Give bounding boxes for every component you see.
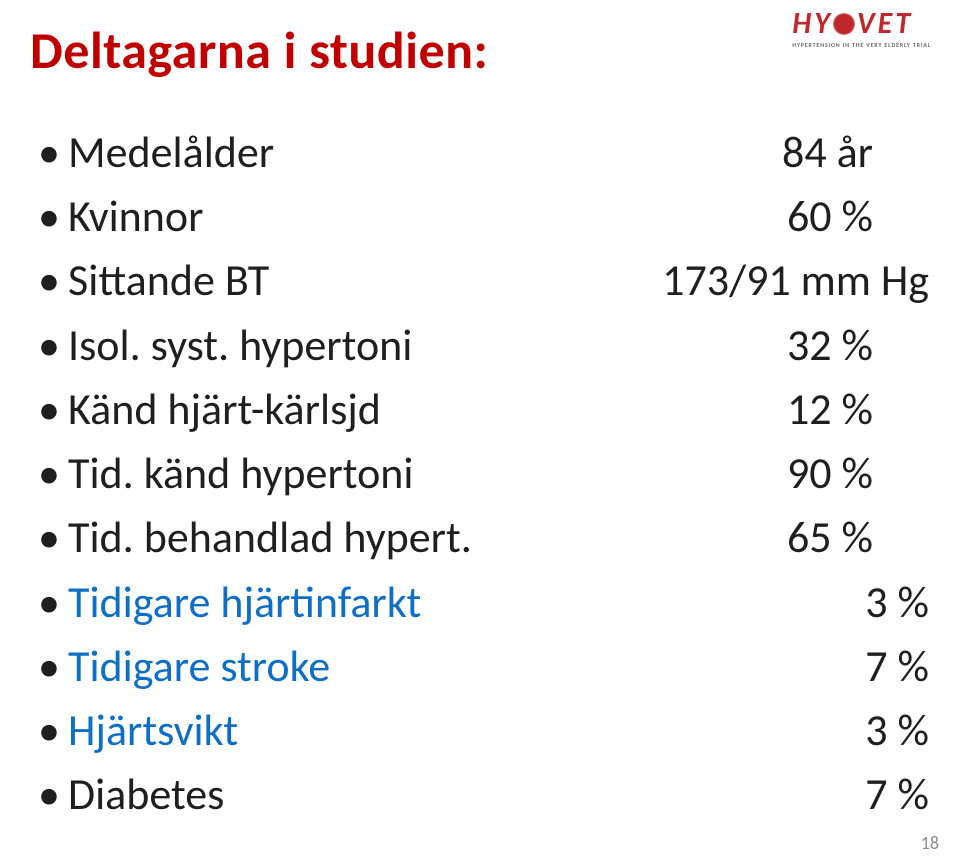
- logo-letter-v: V: [857, 10, 876, 39]
- item-label: Sittande BT: [68, 248, 269, 312]
- item-value: 3 %: [865, 570, 929, 634]
- item-value: 7 %: [865, 634, 929, 698]
- participants-list: Medelålder 84 år Kvinnor 60 % Sittande BT 173…: [30, 120, 929, 827]
- list-row: Kvinnor 60 %: [68, 184, 929, 248]
- list-row: Tidigare stroke 7 %: [68, 634, 929, 698]
- list-item: Medelålder 84 år: [34, 120, 929, 184]
- list-row: Hjärtsvikt 3 %: [68, 698, 929, 762]
- hyvet-logo: H Y V E T HYPERTENSION IN THE VERY ELDER…: [792, 10, 931, 49]
- list-row: Tid. känd hypertoni 90 %: [68, 441, 929, 505]
- list-row: Tidigare hjärtinfarkt 3 %: [68, 570, 929, 634]
- logo-letter-h: H: [792, 10, 812, 39]
- list-row: Diabetes 7 %: [68, 762, 929, 826]
- item-value: 90 %: [787, 441, 929, 505]
- list-item: Sittande BT 173/91 mm Hg: [34, 248, 929, 312]
- list-item: Tidigare stroke 7 %: [34, 634, 929, 698]
- item-label: Tid. behandlad hypert.: [68, 505, 472, 569]
- list-item: Känd hjärt-kärlsjd 12 %: [34, 377, 929, 441]
- list-item: Tidigare hjärtinfarkt 3 %: [34, 570, 929, 634]
- list-item: Kvinnor 60 %: [34, 184, 929, 248]
- item-value: 7 %: [865, 762, 929, 826]
- list-item: Tid. behandlad hypert. 65 %: [34, 505, 929, 569]
- item-label: Isol. syst. hypertoni: [68, 313, 412, 377]
- logo-letter-y: Y: [814, 10, 831, 39]
- list-row: Sittande BT 173/91 mm Hg: [68, 248, 929, 312]
- slide: H Y V E T HYPERTENSION IN THE VERY ELDER…: [0, 0, 959, 866]
- item-label: Hjärtsvikt: [68, 698, 238, 762]
- list-item: Hjärtsvikt 3 %: [34, 698, 929, 762]
- logo-letter-t: T: [895, 10, 911, 39]
- page-number: 18: [921, 832, 939, 854]
- hyvet-logo-text: H Y V E T: [792, 10, 931, 39]
- list-row: Känd hjärt-kärlsjd 12 %: [68, 377, 929, 441]
- hyvet-logo-tagline: HYPERTENSION IN THE VERY ELDERLY TRIAL: [792, 41, 931, 49]
- item-label: Känd hjärt-kärlsjd: [68, 377, 381, 441]
- item-value: 84 år: [782, 120, 929, 184]
- logo-letter-e: E: [878, 10, 894, 39]
- item-label: Tidigare hjärtinfarkt: [68, 570, 421, 634]
- item-label: Medelålder: [68, 120, 274, 184]
- list-item: Diabetes 7 %: [34, 762, 929, 826]
- item-label: Tid. känd hypertoni: [68, 441, 414, 505]
- list-row: Medelålder 84 år: [68, 120, 929, 184]
- list-item: Tid. känd hypertoni 90 %: [34, 441, 929, 505]
- list-row: Tid. behandlad hypert. 65 %: [68, 505, 929, 569]
- item-value: 3 %: [865, 698, 929, 762]
- item-value: 65 %: [787, 505, 929, 569]
- item-value: 60 %: [787, 184, 929, 248]
- item-value: 32 %: [787, 313, 929, 377]
- item-label: Diabetes: [68, 762, 224, 826]
- globe-icon: [833, 13, 855, 35]
- list-row: Isol. syst. hypertoni 32 %: [68, 313, 929, 377]
- item-label: Kvinnor: [68, 184, 203, 248]
- item-value: 12 %: [787, 377, 929, 441]
- list-item: Isol. syst. hypertoni 32 %: [34, 313, 929, 377]
- item-value: 173/91 mm Hg: [662, 248, 929, 312]
- item-label: Tidigare stroke: [68, 634, 330, 698]
